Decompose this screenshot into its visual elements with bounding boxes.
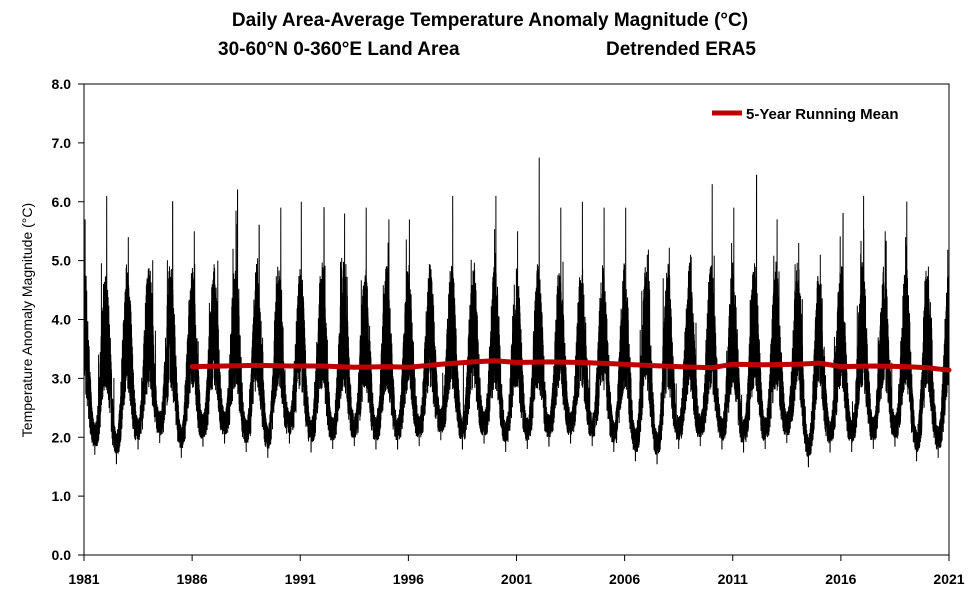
running-mean-series <box>189 358 952 373</box>
chart-subtitle-region: 30-60°N 0-360°E Land Area <box>218 39 460 60</box>
y-tick-label: 6.0 <box>52 194 72 210</box>
chart-subtitle-dataset: Detrended ERA5 <box>606 39 756 60</box>
x-tick-label: 1981 <box>68 571 99 587</box>
x-tick-label: 2016 <box>825 571 856 587</box>
x-axis: 1981 1986 1991 1996 2001 2006 2011 2016 2021 <box>68 555 965 587</box>
y-tick-label: 2.0 <box>52 429 72 445</box>
y-axis: 0.0 1.0 2.0 3.0 4.0 5.0 6.0 7.0 8.0 <box>52 76 84 563</box>
legend-label-running-mean: 5-Year Running Mean <box>746 106 899 123</box>
y-tick-label: 1.0 <box>52 488 72 504</box>
x-tick-label: 2021 <box>933 571 964 587</box>
x-tick-label: 1996 <box>393 571 424 587</box>
x-tick-label: 2001 <box>501 571 532 587</box>
x-tick-label: 2011 <box>718 571 749 587</box>
daily-anomaly-series <box>83 157 950 468</box>
y-tick-label: 8.0 <box>52 76 72 92</box>
chart-title: Daily Area-Average Temperature Anomaly M… <box>231 10 749 31</box>
x-tick-label: 1986 <box>177 571 208 587</box>
x-tick-label: 2006 <box>609 571 640 587</box>
y-tick-label: 4.0 <box>52 312 72 328</box>
legend: 5-Year Running Mean <box>712 106 899 123</box>
y-tick-label: 7.0 <box>52 135 72 151</box>
x-tick-label: 1991 <box>285 571 316 587</box>
y-tick-label: 3.0 <box>52 370 72 386</box>
y-tick-label: 5.0 <box>52 253 72 269</box>
y-tick-label: 0.0 <box>52 547 72 563</box>
y-axis-label: Temperature Anomaly Magnitude (°C) <box>19 203 35 437</box>
